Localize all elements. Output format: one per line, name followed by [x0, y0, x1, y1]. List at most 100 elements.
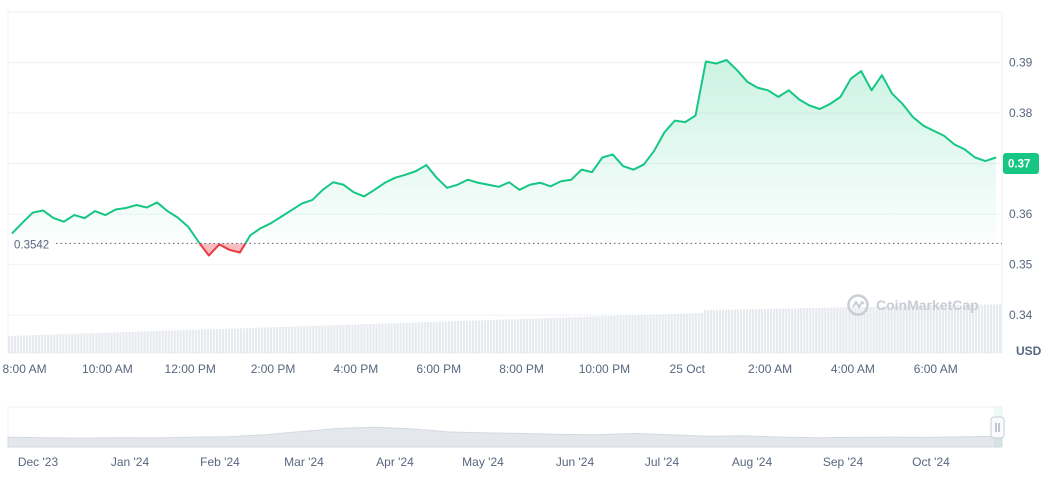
volume-bar: [351, 324, 354, 353]
volume-bar: [676, 313, 679, 353]
price-point: [653, 150, 655, 152]
price-point: [798, 98, 800, 100]
volume-bar: [935, 305, 938, 353]
price-point: [860, 70, 862, 72]
volume-bar: [92, 333, 95, 353]
volume-bar: [607, 316, 610, 353]
volume-bar: [742, 309, 746, 353]
volume-bar: [875, 306, 878, 353]
volume-bar: [791, 308, 794, 353]
price-point: [322, 189, 324, 191]
volume-bar: [300, 326, 303, 353]
volume-bar: [706, 310, 709, 353]
navigator-tick-label: Jul '24: [645, 455, 680, 469]
price-point: [529, 184, 531, 186]
volume-bar: [535, 318, 538, 353]
current-price-label: 0.37: [1008, 159, 1030, 171]
volume-bar: [248, 328, 252, 353]
x-tick-label: 25 Oct: [670, 362, 706, 376]
volume-bar: [254, 327, 258, 353]
volume-bar: [809, 308, 812, 353]
price-point: [425, 164, 427, 166]
volume-bar: [128, 332, 131, 353]
volume-bar: [544, 318, 547, 353]
price-line-up: [11, 58, 997, 244]
price-point: [218, 243, 220, 245]
price-point: [260, 227, 262, 229]
price-point: [933, 130, 935, 132]
drag-handle-icon[interactable]: [990, 416, 1005, 439]
volume-bar: [956, 305, 959, 353]
volume-bar: [321, 325, 324, 353]
volume-bar: [86, 333, 89, 353]
volume-bar: [483, 320, 487, 353]
volume-bar: [462, 320, 465, 353]
price-point: [249, 234, 251, 236]
volume-bar: [616, 315, 619, 353]
navigator-handle[interactable]: [990, 416, 1005, 439]
volume-bar: [261, 327, 264, 353]
volume-bar: [529, 318, 532, 353]
volume-bar: [842, 307, 845, 353]
volume-bar: [827, 307, 830, 353]
volume-bar: [140, 331, 143, 353]
volume-bar: [643, 314, 646, 353]
volume-bar: [363, 324, 366, 353]
volume-bar: [164, 330, 167, 353]
price-point: [788, 89, 790, 91]
price-point: [922, 125, 924, 127]
volume-bar: [667, 314, 670, 353]
volume-bar: [851, 307, 854, 353]
volume-bar: [968, 304, 971, 353]
volume-bar: [372, 323, 375, 353]
volume-bar: [950, 305, 953, 353]
price-point: [415, 170, 417, 172]
price-point: [881, 74, 883, 76]
volume-bar: [444, 321, 447, 353]
volume-bar: [32, 335, 35, 353]
price-point: [42, 209, 44, 212]
volume-bar: [498, 319, 502, 353]
price-point: [405, 174, 407, 176]
volume-bar: [583, 316, 586, 353]
volume-bar: [604, 316, 607, 353]
price-point: [301, 202, 303, 205]
x-tick-label: 10:00 AM: [82, 362, 133, 376]
volume-bar: [926, 305, 929, 353]
price-point: [342, 184, 345, 186]
volume-bar: [402, 322, 405, 353]
volume-bar: [333, 325, 336, 353]
volume-bar: [559, 317, 562, 353]
range-navigator[interactable]: Dec '23 Jan '24 Feb '24 Mar '24 Apr '24 May '…: [7, 406, 1005, 469]
volume-bar: [420, 322, 423, 353]
price-point: [52, 217, 55, 219]
price-area: [12, 59, 996, 256]
volume-bar: [161, 330, 164, 353]
volume-bar: [77, 333, 80, 353]
price-point: [570, 179, 572, 181]
price-point: [498, 186, 500, 188]
volume-bar: [149, 331, 152, 353]
volume-bar: [574, 317, 577, 353]
volume-bar: [637, 315, 640, 353]
volume-bar: [739, 309, 743, 353]
price-point: [456, 184, 458, 186]
navigator-tick-label: Dec '23: [18, 455, 59, 469]
volume-bar: [508, 319, 511, 353]
volume-bar: [474, 320, 477, 353]
volume-bar: [703, 310, 706, 353]
x-tick-label: 4:00 AM: [831, 362, 875, 376]
volume-bar: [682, 313, 685, 353]
volume-bar: [794, 308, 797, 353]
price-point: [21, 222, 24, 224]
volume-bar: [56, 334, 59, 353]
price-point: [125, 207, 127, 209]
price-point: [581, 169, 583, 171]
price-point: [84, 217, 86, 219]
volume-bar: [330, 325, 333, 353]
volume-bar: [339, 325, 342, 353]
volume-bar: [89, 333, 92, 353]
price-point: [902, 103, 904, 105]
volume-bar: [116, 332, 119, 353]
